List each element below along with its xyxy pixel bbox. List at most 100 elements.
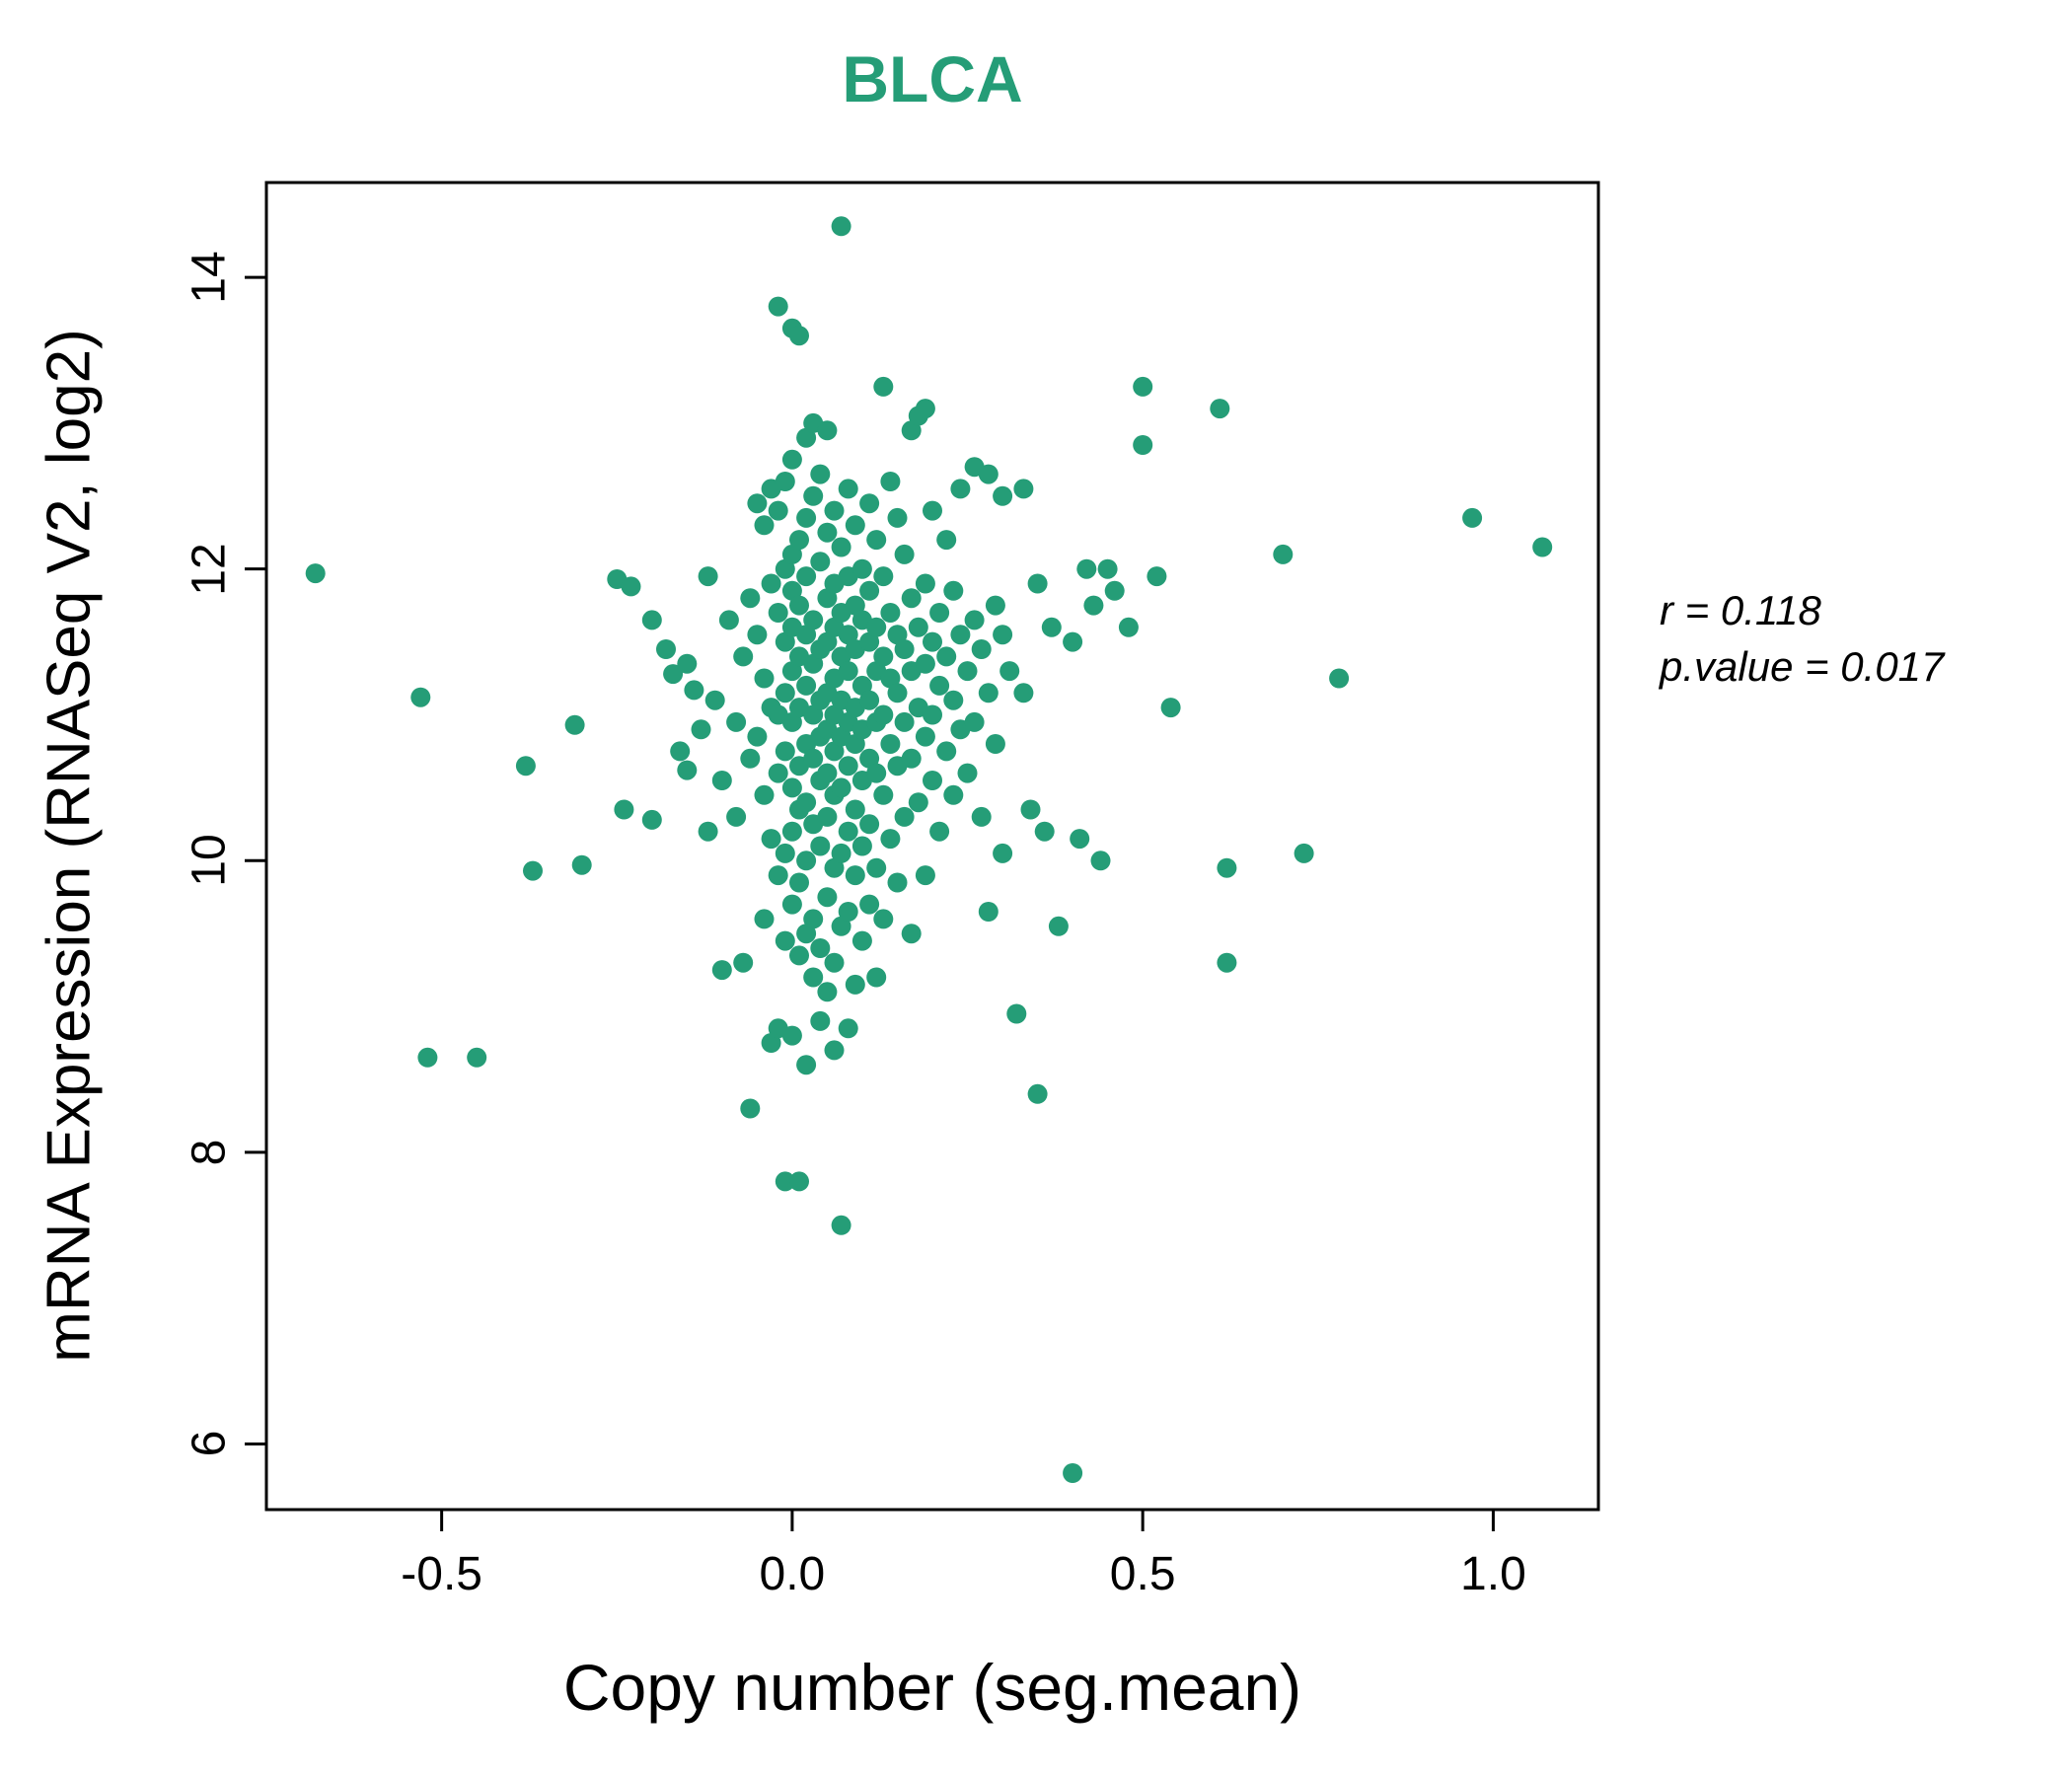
data-point xyxy=(691,719,711,740)
data-point xyxy=(915,653,935,674)
data-point xyxy=(901,924,922,944)
data-point xyxy=(810,836,831,856)
data-point xyxy=(1063,631,1083,652)
data-point xyxy=(887,625,908,645)
data-point xyxy=(305,563,326,584)
data-point xyxy=(768,500,788,521)
data-point xyxy=(796,792,817,813)
data-point xyxy=(894,711,915,732)
data-point xyxy=(993,843,1013,863)
data-point xyxy=(740,748,761,769)
data-point xyxy=(957,763,978,783)
data-point xyxy=(677,653,698,674)
data-point xyxy=(929,821,950,842)
data-point xyxy=(859,580,880,601)
data-point xyxy=(796,675,817,696)
data-point xyxy=(859,814,880,835)
data-point xyxy=(1027,573,1048,594)
data-point xyxy=(824,857,845,878)
data-point xyxy=(873,646,894,667)
data-point xyxy=(929,675,950,696)
data-point xyxy=(838,1018,858,1039)
data-point xyxy=(1090,851,1111,871)
data-point xyxy=(908,792,928,813)
data-point xyxy=(845,595,865,616)
data-point xyxy=(796,625,817,645)
y-tick-label: 6 xyxy=(183,1431,236,1457)
data-point xyxy=(993,625,1013,645)
data-point xyxy=(663,664,684,685)
data-point xyxy=(964,610,985,630)
data-point xyxy=(873,784,894,805)
data-point xyxy=(775,1171,795,1192)
data-point xyxy=(768,763,788,783)
data-point xyxy=(775,930,795,951)
data-point xyxy=(711,960,732,981)
data-point xyxy=(803,967,824,988)
data-point xyxy=(887,683,908,703)
data-point xyxy=(754,909,775,929)
data-point xyxy=(859,894,880,915)
data-point xyxy=(1020,799,1041,820)
data-point xyxy=(866,617,887,637)
data-point xyxy=(915,726,935,747)
data-point xyxy=(851,930,872,951)
data-point xyxy=(781,711,802,732)
data-point xyxy=(1063,1463,1083,1483)
data-point xyxy=(1118,617,1139,637)
data-point xyxy=(851,675,872,696)
data-point xyxy=(923,704,942,725)
data-point xyxy=(838,821,858,842)
data-point xyxy=(838,756,858,777)
y-tick-label: 8 xyxy=(183,1139,236,1166)
data-point xyxy=(775,843,795,863)
data-point xyxy=(824,741,845,762)
data-point xyxy=(754,784,775,805)
data-point xyxy=(698,566,718,587)
data-point xyxy=(838,479,858,499)
data-point xyxy=(1048,916,1069,936)
data-point xyxy=(1160,698,1181,718)
data-point xyxy=(929,603,950,623)
data-point xyxy=(978,464,999,484)
data-point xyxy=(901,748,922,769)
data-point xyxy=(781,894,802,915)
data-point xyxy=(838,661,858,682)
data-point xyxy=(950,625,971,645)
data-point xyxy=(880,734,901,754)
data-point xyxy=(831,777,851,798)
data-point xyxy=(1532,537,1553,557)
data-point xyxy=(817,887,838,908)
data-point xyxy=(1083,595,1104,616)
data-point xyxy=(698,821,718,842)
data-point xyxy=(923,631,942,652)
x-tick-label: -0.5 xyxy=(401,1548,482,1600)
data-point xyxy=(999,661,1020,682)
data-point xyxy=(803,748,824,769)
chart-title: BLCA xyxy=(842,42,1023,115)
data-point xyxy=(936,741,957,762)
data-point xyxy=(873,704,894,725)
data-point xyxy=(711,771,732,790)
data-point xyxy=(971,639,992,659)
data-point xyxy=(656,639,676,659)
data-point xyxy=(1217,857,1237,878)
data-point xyxy=(789,872,809,893)
data-point xyxy=(1294,843,1314,863)
data-point xyxy=(859,631,880,652)
data-point xyxy=(887,507,908,528)
data-point xyxy=(747,726,768,747)
data-point xyxy=(789,945,809,966)
data-point xyxy=(410,687,431,707)
data-point xyxy=(803,909,824,929)
data-point xyxy=(789,1171,809,1192)
pvalue-annotation: p.value = 0.017 xyxy=(1660,643,1945,690)
data-point xyxy=(1034,821,1055,842)
data-point xyxy=(936,646,957,667)
data-point xyxy=(754,668,775,689)
data-point xyxy=(978,683,999,703)
data-point xyxy=(781,544,802,564)
data-point xyxy=(781,821,802,842)
data-point xyxy=(873,376,894,397)
